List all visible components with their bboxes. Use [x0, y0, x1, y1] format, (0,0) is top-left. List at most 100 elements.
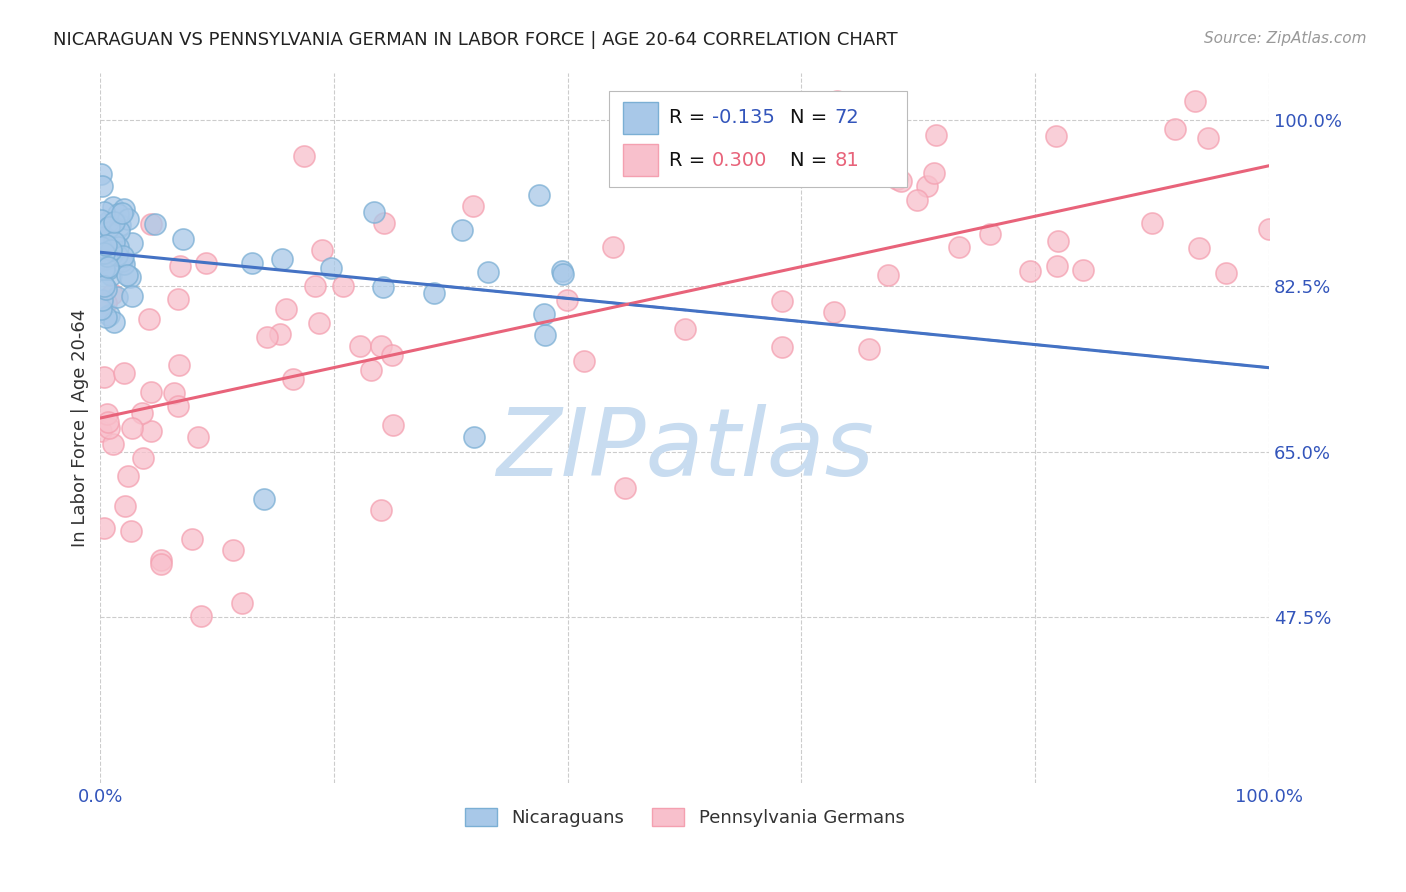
- Point: [172, 232, 194, 246]
- Point: [195, 256, 218, 270]
- Point: [979, 227, 1001, 241]
- Point: [187, 430, 209, 444]
- Y-axis label: In Labor Force | Age 20-64: In Labor Force | Age 20-64: [72, 309, 89, 547]
- Point: [131, 406, 153, 420]
- Point: [139, 425, 162, 439]
- Point: [905, 193, 928, 207]
- Point: [112, 257, 135, 271]
- Point: [166, 292, 188, 306]
- Point: [103, 235, 125, 249]
- Point: [90, 167, 112, 181]
- Point: [98, 219, 121, 234]
- Point: [477, 265, 499, 279]
- Point: [770, 340, 793, 354]
- Point: [1046, 259, 1069, 273]
- Point: [111, 206, 134, 220]
- Point: [115, 268, 138, 282]
- Point: [132, 450, 155, 465]
- Text: 0.300: 0.300: [711, 151, 766, 169]
- Point: [1019, 263, 1042, 277]
- Point: [93, 262, 115, 277]
- Point: [96, 237, 118, 252]
- Text: R =: R =: [669, 151, 711, 169]
- Point: [96, 282, 118, 296]
- Point: [107, 224, 129, 238]
- Text: N =: N =: [790, 108, 834, 128]
- Point: [111, 254, 134, 268]
- Point: [373, 279, 395, 293]
- Point: [163, 385, 186, 400]
- Text: -0.135: -0.135: [711, 108, 775, 128]
- Point: [858, 343, 880, 357]
- Point: [112, 202, 135, 217]
- Point: [1046, 234, 1069, 248]
- Point: [1184, 95, 1206, 109]
- Point: [103, 215, 125, 229]
- Point: [150, 557, 173, 571]
- Point: [231, 597, 253, 611]
- Point: [138, 312, 160, 326]
- Point: [281, 372, 304, 386]
- Point: [94, 252, 117, 266]
- Point: [98, 420, 121, 434]
- Point: [381, 347, 404, 361]
- Point: [100, 243, 122, 257]
- Point: [93, 230, 115, 244]
- Point: [96, 407, 118, 421]
- Point: [534, 328, 557, 343]
- Point: [97, 260, 120, 274]
- Point: [97, 215, 120, 229]
- Point: [222, 542, 245, 557]
- Point: [557, 293, 579, 307]
- Point: [269, 327, 291, 342]
- Point: [332, 278, 354, 293]
- Point: [96, 310, 118, 324]
- Point: [112, 249, 135, 263]
- Point: [877, 268, 900, 282]
- Point: [98, 308, 121, 322]
- Point: [100, 247, 122, 261]
- Point: [925, 128, 948, 143]
- Point: [1045, 128, 1067, 143]
- Point: [349, 338, 371, 352]
- Point: [533, 307, 555, 321]
- Point: [167, 358, 190, 372]
- Point: [93, 370, 115, 384]
- Point: [90, 425, 112, 439]
- Point: [97, 261, 120, 276]
- Point: [450, 222, 472, 236]
- Point: [256, 329, 278, 343]
- Point: [93, 521, 115, 535]
- Point: [240, 256, 263, 270]
- Point: [117, 469, 139, 483]
- Point: [90, 212, 112, 227]
- Point: [117, 211, 139, 226]
- Point: [1164, 121, 1187, 136]
- Point: [180, 532, 202, 546]
- Point: [105, 248, 128, 262]
- FancyBboxPatch shape: [623, 145, 658, 177]
- Point: [121, 289, 143, 303]
- Point: [311, 243, 333, 257]
- Point: [93, 245, 115, 260]
- Point: [108, 219, 131, 233]
- Point: [190, 609, 212, 624]
- Point: [304, 279, 326, 293]
- Point: [827, 95, 849, 109]
- Point: [271, 252, 294, 267]
- Text: N =: N =: [790, 151, 834, 169]
- Point: [823, 305, 845, 319]
- Point: [139, 384, 162, 399]
- Point: [373, 216, 395, 230]
- Point: [360, 363, 382, 377]
- FancyBboxPatch shape: [623, 102, 658, 134]
- Point: [614, 481, 637, 495]
- Point: [121, 421, 143, 435]
- Point: [253, 491, 276, 506]
- Text: R =: R =: [669, 108, 711, 128]
- Point: [96, 296, 118, 310]
- Point: [363, 204, 385, 219]
- Point: [370, 502, 392, 516]
- Point: [423, 285, 446, 300]
- Point: [292, 148, 315, 162]
